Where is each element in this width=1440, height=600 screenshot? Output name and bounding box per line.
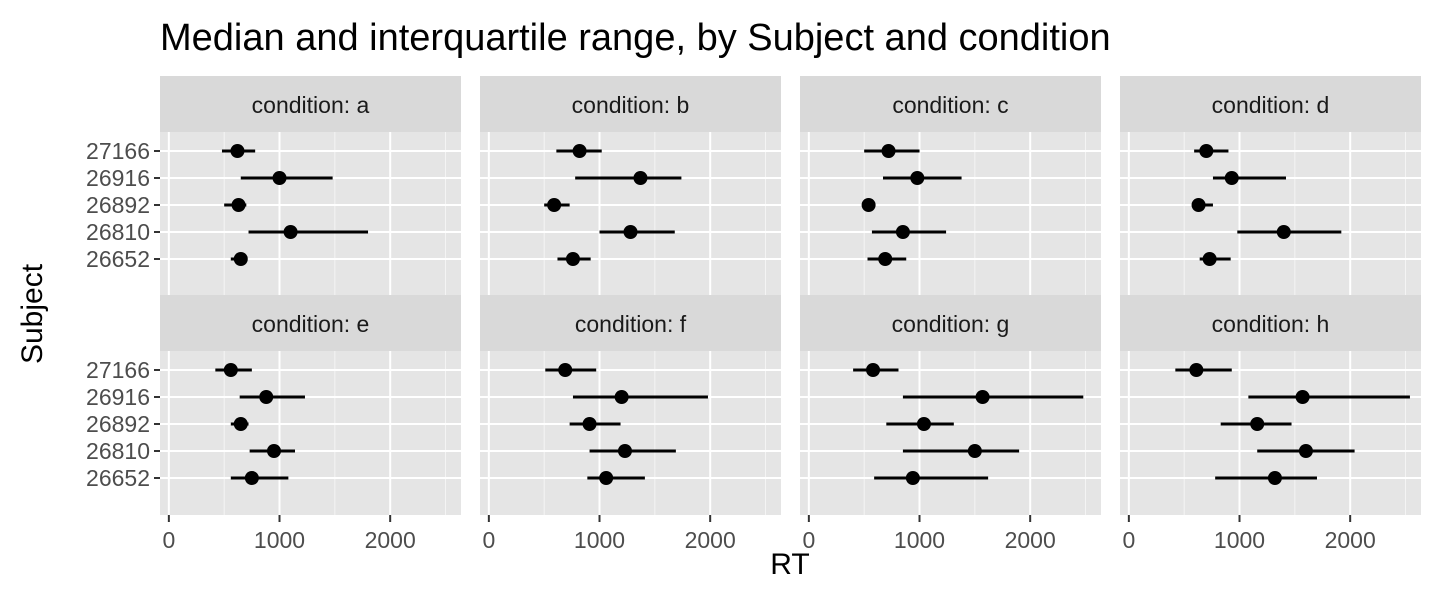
median-point <box>1276 225 1291 239</box>
x-tick-label: 2000 <box>1005 527 1056 553</box>
median-point <box>916 417 931 431</box>
median-point <box>1189 363 1204 377</box>
median-point <box>1298 444 1313 458</box>
x-tick-label: 0 <box>162 527 175 553</box>
median-point <box>614 390 629 404</box>
panel-background <box>800 132 1101 296</box>
median-point <box>283 225 298 239</box>
x-tick-label: 2000 <box>365 527 416 553</box>
facet-strip <box>800 295 1101 351</box>
y-tick-label: 27166 <box>86 357 150 383</box>
median-point <box>1250 417 1265 431</box>
facet-strip-label: condition: e <box>252 311 370 337</box>
median-point <box>582 417 597 431</box>
x-tick-label: 2000 <box>1325 527 1376 553</box>
panel-background <box>1120 351 1421 515</box>
median-point <box>866 363 881 377</box>
median-point <box>1191 198 1206 212</box>
facet-strip-label: condition: d <box>1212 92 1330 118</box>
median-point <box>223 363 238 377</box>
median-point <box>230 144 245 158</box>
median-point <box>558 363 573 377</box>
median-point <box>967 444 982 458</box>
x-tick-label: 1000 <box>894 527 945 553</box>
median-point <box>910 171 925 185</box>
facet-strip <box>160 76 461 132</box>
panel-background <box>800 351 1101 515</box>
median-point <box>272 171 287 185</box>
y-tick-label: 26810 <box>86 438 150 464</box>
x-axis-title: RT <box>770 548 809 581</box>
x-tick-label: 1000 <box>1214 527 1265 553</box>
median-point <box>1267 471 1282 485</box>
median-point <box>617 444 632 458</box>
chart-title: Median and interquartile range, by Subje… <box>160 17 1111 59</box>
x-tick-label: 0 <box>1122 527 1135 553</box>
facet-panels: condition: a2716626916268922681026652con… <box>86 76 1421 553</box>
facet-strip <box>480 76 781 132</box>
facet-strip <box>160 295 461 351</box>
facet-strip-label: condition: g <box>892 311 1010 337</box>
median-point <box>1224 171 1239 185</box>
facet-panel-2: condition: b <box>480 76 781 296</box>
panel-background <box>480 132 781 296</box>
y-tick-label: 26810 <box>86 219 150 245</box>
median-point <box>231 198 246 212</box>
median-point <box>244 471 259 485</box>
facet-panel-7: condition: g 0 1000 2000 <box>800 295 1101 553</box>
median-point <box>565 252 580 266</box>
y-tick-label: 27166 <box>86 138 150 164</box>
y-tick-label: 26916 <box>86 384 150 410</box>
x-tick-label: 0 <box>482 527 495 553</box>
x-tick-label: 2000 <box>685 527 736 553</box>
facet-panel-8: condition: h 0 1000 2000 <box>1120 295 1421 553</box>
x-tick-label: 0 <box>802 527 815 553</box>
facet-strip-label: condition: a <box>252 92 370 118</box>
y-axis-title: Subject <box>16 263 49 364</box>
facet-strip-label: condition: f <box>575 311 687 337</box>
median-point <box>1199 144 1214 158</box>
median-point <box>895 225 910 239</box>
median-point <box>1295 390 1310 404</box>
y-tick-label: 26892 <box>86 411 150 437</box>
panel-background <box>1120 132 1421 296</box>
panel-background <box>160 132 461 296</box>
facet-panel-3: condition: c <box>800 76 1101 296</box>
median-point <box>881 144 896 158</box>
median-point <box>861 198 876 212</box>
median-point <box>599 471 614 485</box>
median-point <box>259 390 274 404</box>
median-point <box>233 252 248 266</box>
facet-strip-label: condition: h <box>1212 311 1330 337</box>
y-tick-label: 26652 <box>86 465 150 491</box>
median-point <box>905 471 920 485</box>
facet-strip <box>1120 295 1421 351</box>
facet-strip-label: condition: c <box>892 92 1008 118</box>
facet-panel-6: condition: f 0 1000 2000 <box>480 295 781 553</box>
facet-strip <box>1120 76 1421 132</box>
median-point <box>633 171 648 185</box>
facet-panel-4: condition: d <box>1120 76 1421 296</box>
median-point <box>233 417 248 431</box>
x-tick-label: 1000 <box>254 527 305 553</box>
y-tick-label: 26916 <box>86 165 150 191</box>
median-point <box>975 390 990 404</box>
facet-strip <box>480 295 781 351</box>
median-point <box>266 444 281 458</box>
facet-strip-label: condition: b <box>572 92 690 118</box>
median-point <box>572 144 587 158</box>
median-point <box>547 198 562 212</box>
x-tick-label: 1000 <box>574 527 625 553</box>
y-tick-label: 26892 <box>86 192 150 218</box>
median-point <box>623 225 638 239</box>
facet-strip <box>800 76 1101 132</box>
median-point <box>878 252 893 266</box>
panel-background <box>160 351 461 515</box>
panel-background <box>480 351 781 515</box>
y-tick-label: 26652 <box>86 246 150 272</box>
median-point <box>1202 252 1217 266</box>
